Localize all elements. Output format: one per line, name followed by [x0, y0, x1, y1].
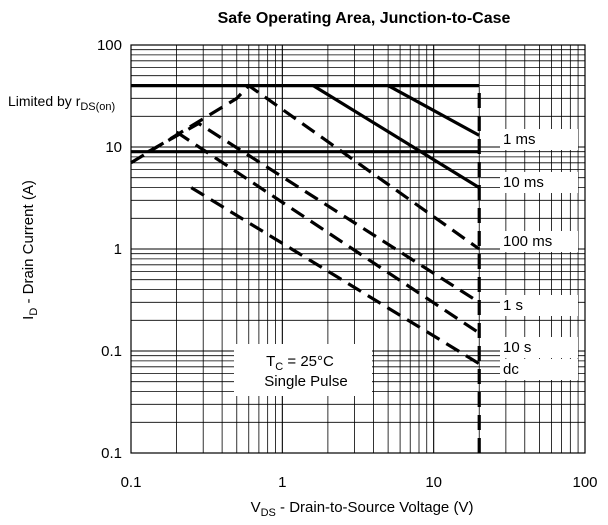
y-tick-label: 0.1	[101, 445, 122, 462]
y-tick-label: 10	[105, 139, 122, 156]
curve-label-10-s: 10 s	[503, 339, 531, 356]
series-line-dc	[190, 186, 481, 366]
x-axis-label-sub: DS	[261, 507, 276, 519]
conditions-box	[234, 344, 372, 396]
x-tick-label: 1	[278, 474, 286, 491]
curve-label-100-ms: 100 ms	[503, 233, 552, 250]
curve-label-10-ms: 10 ms	[503, 174, 544, 191]
x-axis-label: VDS - Drain-to-Source Voltage (V)	[251, 499, 474, 519]
series-layer	[130, 83, 481, 453]
series-line-1-s	[147, 121, 481, 304]
curve-label-1-s: 1 s	[503, 297, 523, 314]
plot-frame	[130, 44, 586, 454]
conditions-temp-sub: C	[275, 361, 283, 373]
y-tick-label: 0.1	[101, 343, 122, 360]
x-axis-label-main: V	[251, 499, 261, 516]
conditions-line-1: TC = 25°C	[266, 353, 334, 373]
curve-label-box	[500, 231, 578, 252]
limit-label-sub: DS(on)	[80, 101, 115, 113]
y-axis-label: ID - Drain Current (A)	[20, 180, 40, 320]
chart-title: Safe Operating Area, Junction-to-Case	[218, 10, 511, 27]
conditions-temp-rest: = 25°C	[283, 353, 334, 370]
series-line-1-ms	[312, 84, 481, 189]
y-axis-label-sub: D	[28, 308, 40, 316]
curve-label-1-ms: 1 ms	[503, 131, 536, 148]
curve-label-box	[500, 295, 578, 316]
curve-label-layer: 1 ms 10 ms 100 ms 1 s 10 s dc	[500, 129, 578, 380]
curve-label-box	[500, 359, 578, 380]
tick-label-layer: 0.1 1 10 100 0.1 0.1 1 10 100	[97, 37, 598, 491]
series-line-100-ms	[130, 83, 481, 251]
x-tick-label: 10	[425, 474, 442, 491]
limit-label-main: Limited by r	[8, 93, 81, 109]
x-tick-label: 0.1	[121, 474, 142, 491]
curve-label-box	[500, 337, 578, 358]
curve-label-box	[500, 172, 578, 193]
curve-label-box	[500, 129, 578, 150]
conditions-temp-main: T	[266, 353, 275, 370]
x-tick-label: 100	[572, 474, 597, 491]
x-axis-label-rest: - Drain-to-Source Voltage (V)	[276, 499, 474, 516]
series-line-10-ms	[387, 84, 480, 137]
y-tick-label: 100	[97, 37, 122, 54]
limit-label: Limited by rDS(on)	[8, 93, 115, 113]
y-axis-label-rest: - Drain Current (A)	[20, 180, 37, 308]
y-axis-label-main: I	[20, 316, 37, 320]
series-line-10-s	[175, 130, 481, 335]
conditions-line-2: Single Pulse	[264, 373, 347, 390]
y-tick-label: 1	[114, 241, 122, 258]
curve-label-dc: dc	[503, 361, 519, 378]
